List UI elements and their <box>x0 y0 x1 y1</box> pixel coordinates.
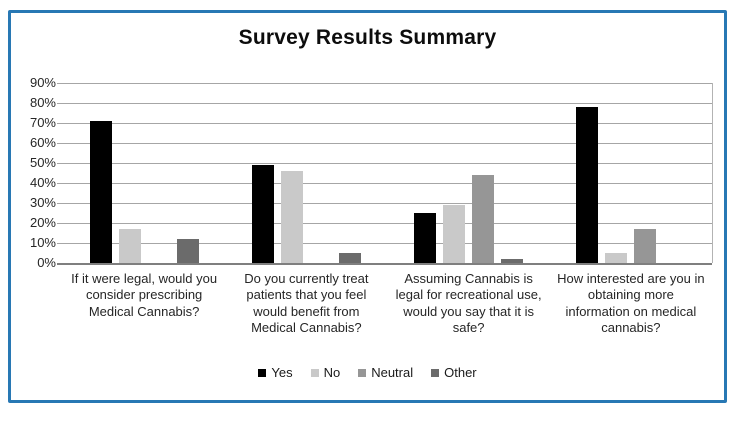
bar-group-3 <box>388 83 550 263</box>
y-axis-tick-label: 70% <box>29 115 56 130</box>
y-axis-tick-label: 20% <box>29 215 56 230</box>
bar-no-1 <box>118 229 141 263</box>
legend: Yes No Neutral Other <box>11 365 724 380</box>
bar-neutral-4 <box>634 229 657 263</box>
category-label-3: Assuming Cannabis is legal for recreatio… <box>395 271 542 336</box>
legend-label: Yes <box>271 365 293 380</box>
y-axis-tick-label: 40% <box>29 175 56 190</box>
legend-item-neutral: Neutral <box>358 365 413 380</box>
y-axis-tick-label: 80% <box>29 95 56 110</box>
gridline <box>57 83 712 84</box>
bar-other-2 <box>338 253 361 263</box>
bar-yes-1 <box>89 121 112 263</box>
legend-item-yes: Yes <box>258 365 293 380</box>
bar-no-2 <box>280 171 303 263</box>
y-axis: 90% 80% 70% 60% 50% 40% 30% 20% 10% 0% <box>11 75 63 270</box>
bar-yes-2 <box>251 165 274 263</box>
y-axis-tick-label: 60% <box>29 135 56 150</box>
y-axis-tick-label: 50% <box>29 155 56 170</box>
legend-swatch-icon <box>358 368 367 377</box>
legend-label: Other <box>444 365 477 380</box>
gridline <box>57 203 712 204</box>
gridline <box>57 223 712 224</box>
legend-swatch-icon <box>258 368 267 377</box>
bar-group-1 <box>63 83 225 263</box>
gridline <box>57 143 712 144</box>
y-axis-tick-label: 10% <box>29 235 56 250</box>
y-axis-tick-label: 90% <box>29 75 56 90</box>
bar-other-3 <box>501 259 524 263</box>
x-axis-line <box>57 263 712 265</box>
category-label-1: If it were legal, would you consider pre… <box>71 271 218 319</box>
gridline <box>57 243 712 244</box>
legend-swatch-icon <box>431 368 440 377</box>
legend-item-other: Other <box>431 365 477 380</box>
gridline <box>57 103 712 104</box>
bar-group-4 <box>550 83 712 263</box>
category-label-4: How interested are you in obtaining more… <box>557 271 705 336</box>
bar-groups <box>63 83 712 263</box>
plot-area <box>57 83 713 265</box>
legend-item-no: No <box>310 365 341 380</box>
x-axis-labels: If it were legal, would you consider pre… <box>63 271 712 337</box>
bar-no-3 <box>443 205 466 263</box>
category-label-2: Do you currently treat patients that you… <box>244 271 369 336</box>
chart-title: Survey Results Summary <box>238 26 497 49</box>
y-axis-tick-label: 30% <box>29 195 56 210</box>
chart-frame: Survey Results Summary 90% 80% 70% 60% 50% 40… <box>8 10 727 403</box>
gridline <box>57 163 712 164</box>
legend-label: No <box>323 365 341 380</box>
bar-other-1 <box>176 239 199 263</box>
bar-yes-4 <box>576 107 599 263</box>
bar-neutral-3 <box>472 175 495 263</box>
legend-swatch-icon <box>310 368 319 377</box>
gridline <box>57 183 712 184</box>
bar-no-4 <box>605 253 628 263</box>
bar-group-2 <box>225 83 387 263</box>
y-axis-tick-label: 0% <box>37 255 56 270</box>
bar-yes-3 <box>414 213 437 263</box>
gridline <box>57 123 712 124</box>
legend-label: Neutral <box>371 365 414 380</box>
